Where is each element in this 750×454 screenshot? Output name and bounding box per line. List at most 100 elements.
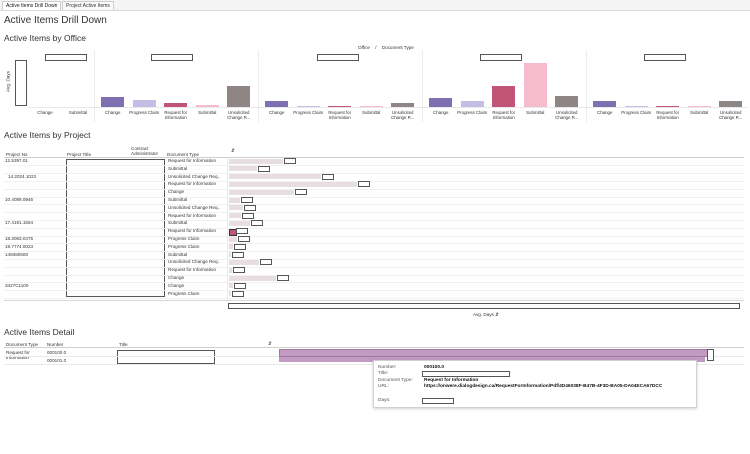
col-doc-type: Document Type (167, 152, 200, 157)
office-5-cat-label-4: Submittal (690, 110, 709, 115)
office-name-box-1 (45, 54, 87, 61)
project-number[interactable]: 19.7774.0023 (5, 243, 34, 249)
project-bar[interactable] (229, 189, 294, 195)
project-bar-label (238, 236, 250, 242)
project-bar[interactable] (229, 205, 243, 211)
office-2-cat-label-2: Progress Claim (129, 110, 160, 115)
office-5-cat-label-1: Change (597, 110, 613, 115)
office-4-bar-3[interactable] (492, 86, 516, 107)
office-3-bar-1[interactable] (265, 101, 289, 107)
project-bar-label (236, 228, 248, 235)
project-bar-label (241, 197, 253, 203)
project-row-doc-type: Change (168, 275, 185, 280)
office-5-cat-label-3: Request for Information (656, 110, 680, 120)
project-bar-label (233, 267, 245, 274)
office-doc-type-header: Office / Document Type (358, 45, 414, 50)
tab-project-active-items[interactable]: Project Active Items (62, 1, 114, 10)
project-bar-label (234, 243, 246, 250)
project-row-doc-type: Request for Information (168, 158, 217, 163)
office-2-bar-4[interactable] (195, 105, 219, 107)
office-3-bar-4[interactable] (359, 106, 383, 107)
tooltip-doc-type-value: Request for Information (424, 378, 479, 383)
project-bar[interactable] (229, 236, 237, 242)
sort-icon[interactable]: ⇵ (231, 148, 235, 153)
detail-title-placeholder (117, 350, 215, 364)
project-row-doc-type: Progress Claim (168, 243, 200, 249)
office-section-title: Active Items by Office (4, 33, 87, 43)
tooltip-title-placeholder (422, 371, 510, 377)
office-5-bar-3[interactable] (656, 106, 680, 107)
project-number[interactable]: 3427C1100 (5, 282, 29, 288)
office-2-cat-label-4: Submittal (198, 110, 217, 115)
office-2-bar-1[interactable] (101, 97, 125, 107)
project-number[interactable]: 10.4089.0946 (5, 197, 34, 202)
project-bar[interactable] (229, 275, 276, 281)
office-2-cat-label-5: Unsolicited Change R... (227, 110, 251, 120)
office-4-bar-2[interactable] (460, 101, 484, 107)
office-5-bar-5[interactable] (719, 101, 743, 107)
office-3-bar-2[interactable] (296, 106, 320, 107)
detail-section-title: Active Items Detail (4, 327, 75, 337)
project-bar[interactable] (229, 213, 241, 219)
project-number[interactable]: 17.4191.1594 (5, 220, 34, 226)
project-row-doc-type: Request for Information (168, 181, 217, 187)
project-bar[interactable] (229, 174, 321, 180)
tooltip-number-value: 000100.0 (424, 365, 445, 370)
project-bar-label (242, 212, 254, 219)
project-number[interactable]: 12.5397.01 (5, 158, 28, 163)
project-bar-label (295, 189, 307, 196)
office-2-bar-3[interactable] (164, 103, 188, 107)
detail-bar-1[interactable] (279, 349, 709, 357)
office-4-bar-4[interactable] (523, 63, 547, 107)
project-row-doc-type: Request for Information (168, 212, 217, 218)
project-bar[interactable] (229, 181, 357, 187)
project-row-doc-type: Submittal (168, 251, 188, 257)
detail-number-1[interactable]: 000100.0 (47, 350, 67, 355)
tooltip-number-label: Number: (378, 365, 397, 370)
doc-type-header-label: Document Type (381, 45, 414, 50)
office-3-bar-3[interactable] (328, 106, 352, 107)
tab-strip: Active Items Drill Down Project Active I… (0, 0, 750, 11)
project-bar-label (358, 181, 370, 188)
office-4-cat-label-2: Progress Claim (457, 110, 488, 115)
project-bar[interactable] (229, 259, 259, 265)
project-number[interactable]: 18.3063.0475 (5, 236, 34, 241)
office-header-label: Office (358, 45, 370, 50)
office-4-bar-5[interactable] (555, 96, 579, 107)
office-2-bar-2[interactable] (132, 100, 156, 107)
project-bar[interactable] (229, 291, 231, 297)
office-5-bar-4[interactable] (687, 106, 711, 107)
office-5-bar-1[interactable] (593, 101, 617, 107)
project-bar[interactable] (229, 283, 233, 289)
sort-icon[interactable]: ⇵ (495, 312, 499, 317)
project-bar[interactable] (229, 197, 240, 203)
project-bar[interactable] (229, 220, 250, 226)
project-number[interactable]: 149380500 (5, 251, 28, 257)
office-2-bar-5[interactable] (227, 86, 251, 107)
detail-col-number: Number (47, 342, 64, 347)
detail-doc-type-cell: Request for Information (6, 350, 30, 360)
office1-cat-change: Change (37, 110, 53, 115)
project-bar-label (232, 290, 244, 297)
project-bar-label (284, 158, 296, 164)
office-5-cat-label-5: Unsolicited Change R... (719, 110, 743, 120)
project-row-doc-type: Unsolicited Change Req.. (168, 204, 221, 210)
detail-bar-2[interactable] (279, 357, 705, 362)
detail-col-title: Title (119, 342, 128, 347)
tooltip-days-placeholder (422, 398, 454, 404)
project-bar[interactable] (229, 166, 257, 172)
detail-bar-1-label (707, 349, 714, 361)
office-3-bar-5[interactable] (391, 103, 415, 107)
tab-active-items-drill-down[interactable]: Active Items Drill Down (2, 1, 62, 10)
project-number[interactable]: 14.2024.1023 (8, 173, 37, 179)
office-5-bar-2[interactable] (624, 106, 648, 107)
detail-number-2[interactable]: 000101.0 (47, 358, 67, 363)
office-name-box-4 (480, 54, 522, 61)
sort-icon[interactable]: ⇵ (268, 341, 272, 346)
project-bar[interactable] (229, 244, 233, 250)
project-bar[interactable] (229, 158, 283, 164)
project-bar[interactable] (229, 252, 231, 258)
office-4-bar-1[interactable] (429, 98, 453, 107)
detail-tooltip: Number: 000100.0 Title: Document Type: R… (373, 360, 697, 408)
project-bar[interactable] (229, 267, 232, 273)
